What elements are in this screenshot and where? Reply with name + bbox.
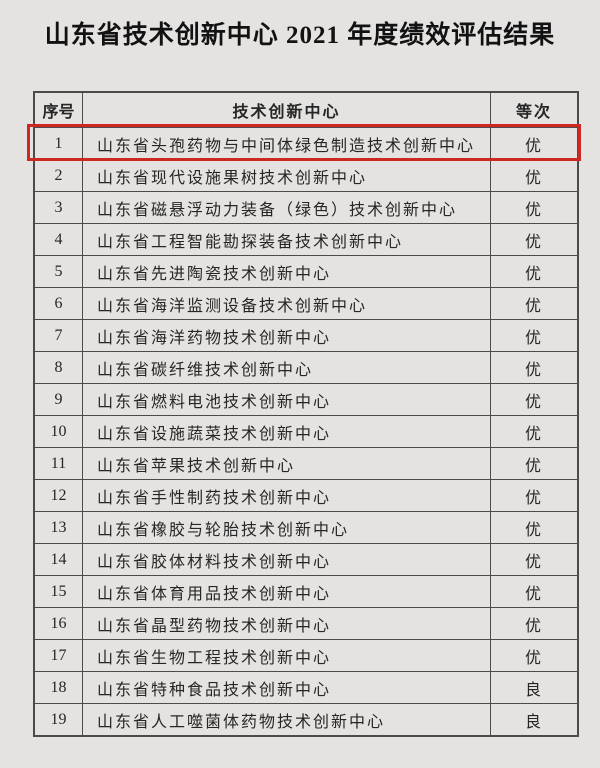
row-number: 11	[33, 447, 83, 480]
row-number: 7	[33, 319, 83, 352]
center-name: 山东省体育用品技术创新中心	[82, 575, 491, 608]
grade-cell: 优	[490, 607, 579, 640]
table-row: 14 山东省胶体材料技术创新中心 优	[33, 543, 579, 576]
table-row: 13 山东省橡胶与轮胎技术创新中心 优	[33, 511, 579, 544]
grade-cell: 优	[490, 159, 579, 192]
center-name: 山东省橡胶与轮胎技术创新中心	[82, 511, 491, 544]
grade-cell: 优	[490, 543, 579, 576]
grade-cell: 优	[490, 319, 579, 352]
center-name: 山东省晶型药物技术创新中心	[82, 607, 491, 640]
results-table: 序号 技术创新中心 等次 1 山东省头孢药物与中间体绿色制造技术创新中心 优 2…	[33, 91, 579, 737]
grade-cell: 优	[490, 415, 579, 448]
center-name: 山东省碳纤维技术创新中心	[82, 351, 491, 384]
center-name: 山东省特种食品技术创新中心	[82, 671, 491, 704]
center-name: 山东省手性制药技术创新中心	[82, 479, 491, 512]
table-row: 12 山东省手性制药技术创新中心 优	[33, 479, 579, 512]
grade-cell: 良	[490, 671, 579, 704]
row-number: 10	[33, 415, 83, 448]
center-name: 山东省生物工程技术创新中心	[82, 639, 491, 672]
header-grade: 等次	[490, 91, 579, 128]
page-title: 山东省技术创新中心 2021 年度绩效评估结果	[44, 22, 556, 49]
row-number: 19	[33, 703, 83, 737]
grade-cell: 优	[490, 287, 579, 320]
center-name: 山东省先进陶瓷技术创新中心	[82, 255, 491, 288]
grade-cell: 优	[490, 447, 579, 480]
grade-cell: 优	[490, 383, 579, 416]
document: 山东省技术创新中心 2021 年度绩效评估结果 序号 技术创新中心 等次 1 山…	[27, 22, 581, 737]
center-name: 山东省磁悬浮动力装备（绿色）技术创新中心	[82, 191, 491, 224]
row-number: 6	[33, 287, 83, 320]
center-name: 山东省人工噬菌体药物技术创新中心	[82, 703, 491, 737]
table-row: 8 山东省碳纤维技术创新中心 优	[33, 351, 579, 384]
table-row: 18 山东省特种食品技术创新中心 良	[33, 671, 579, 704]
results-table-wrap: 序号 技术创新中心 等次 1 山东省头孢药物与中间体绿色制造技术创新中心 优 2…	[27, 91, 581, 737]
table-row: 9 山东省燃料电池技术创新中心 优	[33, 383, 579, 416]
header-row: 序号 技术创新中心 等次	[33, 91, 579, 128]
table-row: 2 山东省现代设施果树技术创新中心 优	[33, 159, 579, 192]
center-name: 山东省设施蔬菜技术创新中心	[82, 415, 491, 448]
row-number: 3	[33, 191, 83, 224]
row-number: 14	[33, 543, 83, 576]
table-row: 4 山东省工程智能勘探装备技术创新中心 优	[33, 223, 579, 256]
row-number: 1	[33, 127, 83, 160]
table-body: 1 山东省头孢药物与中间体绿色制造技术创新中心 优 2 山东省现代设施果树技术创…	[33, 127, 579, 737]
grade-cell: 良	[490, 703, 579, 737]
table-row: 10 山东省设施蔬菜技术创新中心 优	[33, 415, 579, 448]
table-row: 3 山东省磁悬浮动力装备（绿色）技术创新中心 优	[33, 191, 579, 224]
table-row: 15 山东省体育用品技术创新中心 优	[33, 575, 579, 608]
row-number: 13	[33, 511, 83, 544]
grade-cell: 优	[490, 223, 579, 256]
center-name: 山东省海洋药物技术创新中心	[82, 319, 491, 352]
row-number: 5	[33, 255, 83, 288]
grade-cell: 优	[490, 575, 579, 608]
center-name: 山东省胶体材料技术创新中心	[82, 543, 491, 576]
center-name: 山东省苹果技术创新中心	[82, 447, 491, 480]
row-number: 18	[33, 671, 83, 704]
row-number: 4	[33, 223, 83, 256]
table-row: 6 山东省海洋监测设备技术创新中心 优	[33, 287, 579, 320]
table-row: 19 山东省人工噬菌体药物技术创新中心 良	[33, 703, 579, 737]
grade-cell: 优	[490, 255, 579, 288]
table-row: 1 山东省头孢药物与中间体绿色制造技术创新中心 优	[33, 127, 579, 160]
row-number: 2	[33, 159, 83, 192]
grade-cell: 优	[490, 639, 579, 672]
row-number: 16	[33, 607, 83, 640]
center-name: 山东省燃料电池技术创新中心	[82, 383, 491, 416]
center-name: 山东省海洋监测设备技术创新中心	[82, 287, 491, 320]
table-row: 7 山东省海洋药物技术创新中心 优	[33, 319, 579, 352]
center-name: 山东省头孢药物与中间体绿色制造技术创新中心	[82, 127, 491, 160]
row-number: 9	[33, 383, 83, 416]
row-number: 15	[33, 575, 83, 608]
table-row: 5 山东省先进陶瓷技术创新中心 优	[33, 255, 579, 288]
center-name: 山东省现代设施果树技术创新中心	[82, 159, 491, 192]
grade-cell: 优	[490, 351, 579, 384]
table-row: 17 山东省生物工程技术创新中心 优	[33, 639, 579, 672]
grade-cell: 优	[490, 191, 579, 224]
row-number: 8	[33, 351, 83, 384]
grade-cell: 优	[490, 479, 579, 512]
center-name: 山东省工程智能勘探装备技术创新中心	[82, 223, 491, 256]
grade-cell: 优	[490, 127, 579, 160]
table-row: 16 山东省晶型药物技术创新中心 优	[33, 607, 579, 640]
table-row: 11 山东省苹果技术创新中心 优	[33, 447, 579, 480]
header-center-name: 技术创新中心	[82, 91, 491, 128]
row-number: 12	[33, 479, 83, 512]
grade-cell: 优	[490, 511, 579, 544]
header-serial-number: 序号	[33, 91, 83, 128]
row-number: 17	[33, 639, 83, 672]
